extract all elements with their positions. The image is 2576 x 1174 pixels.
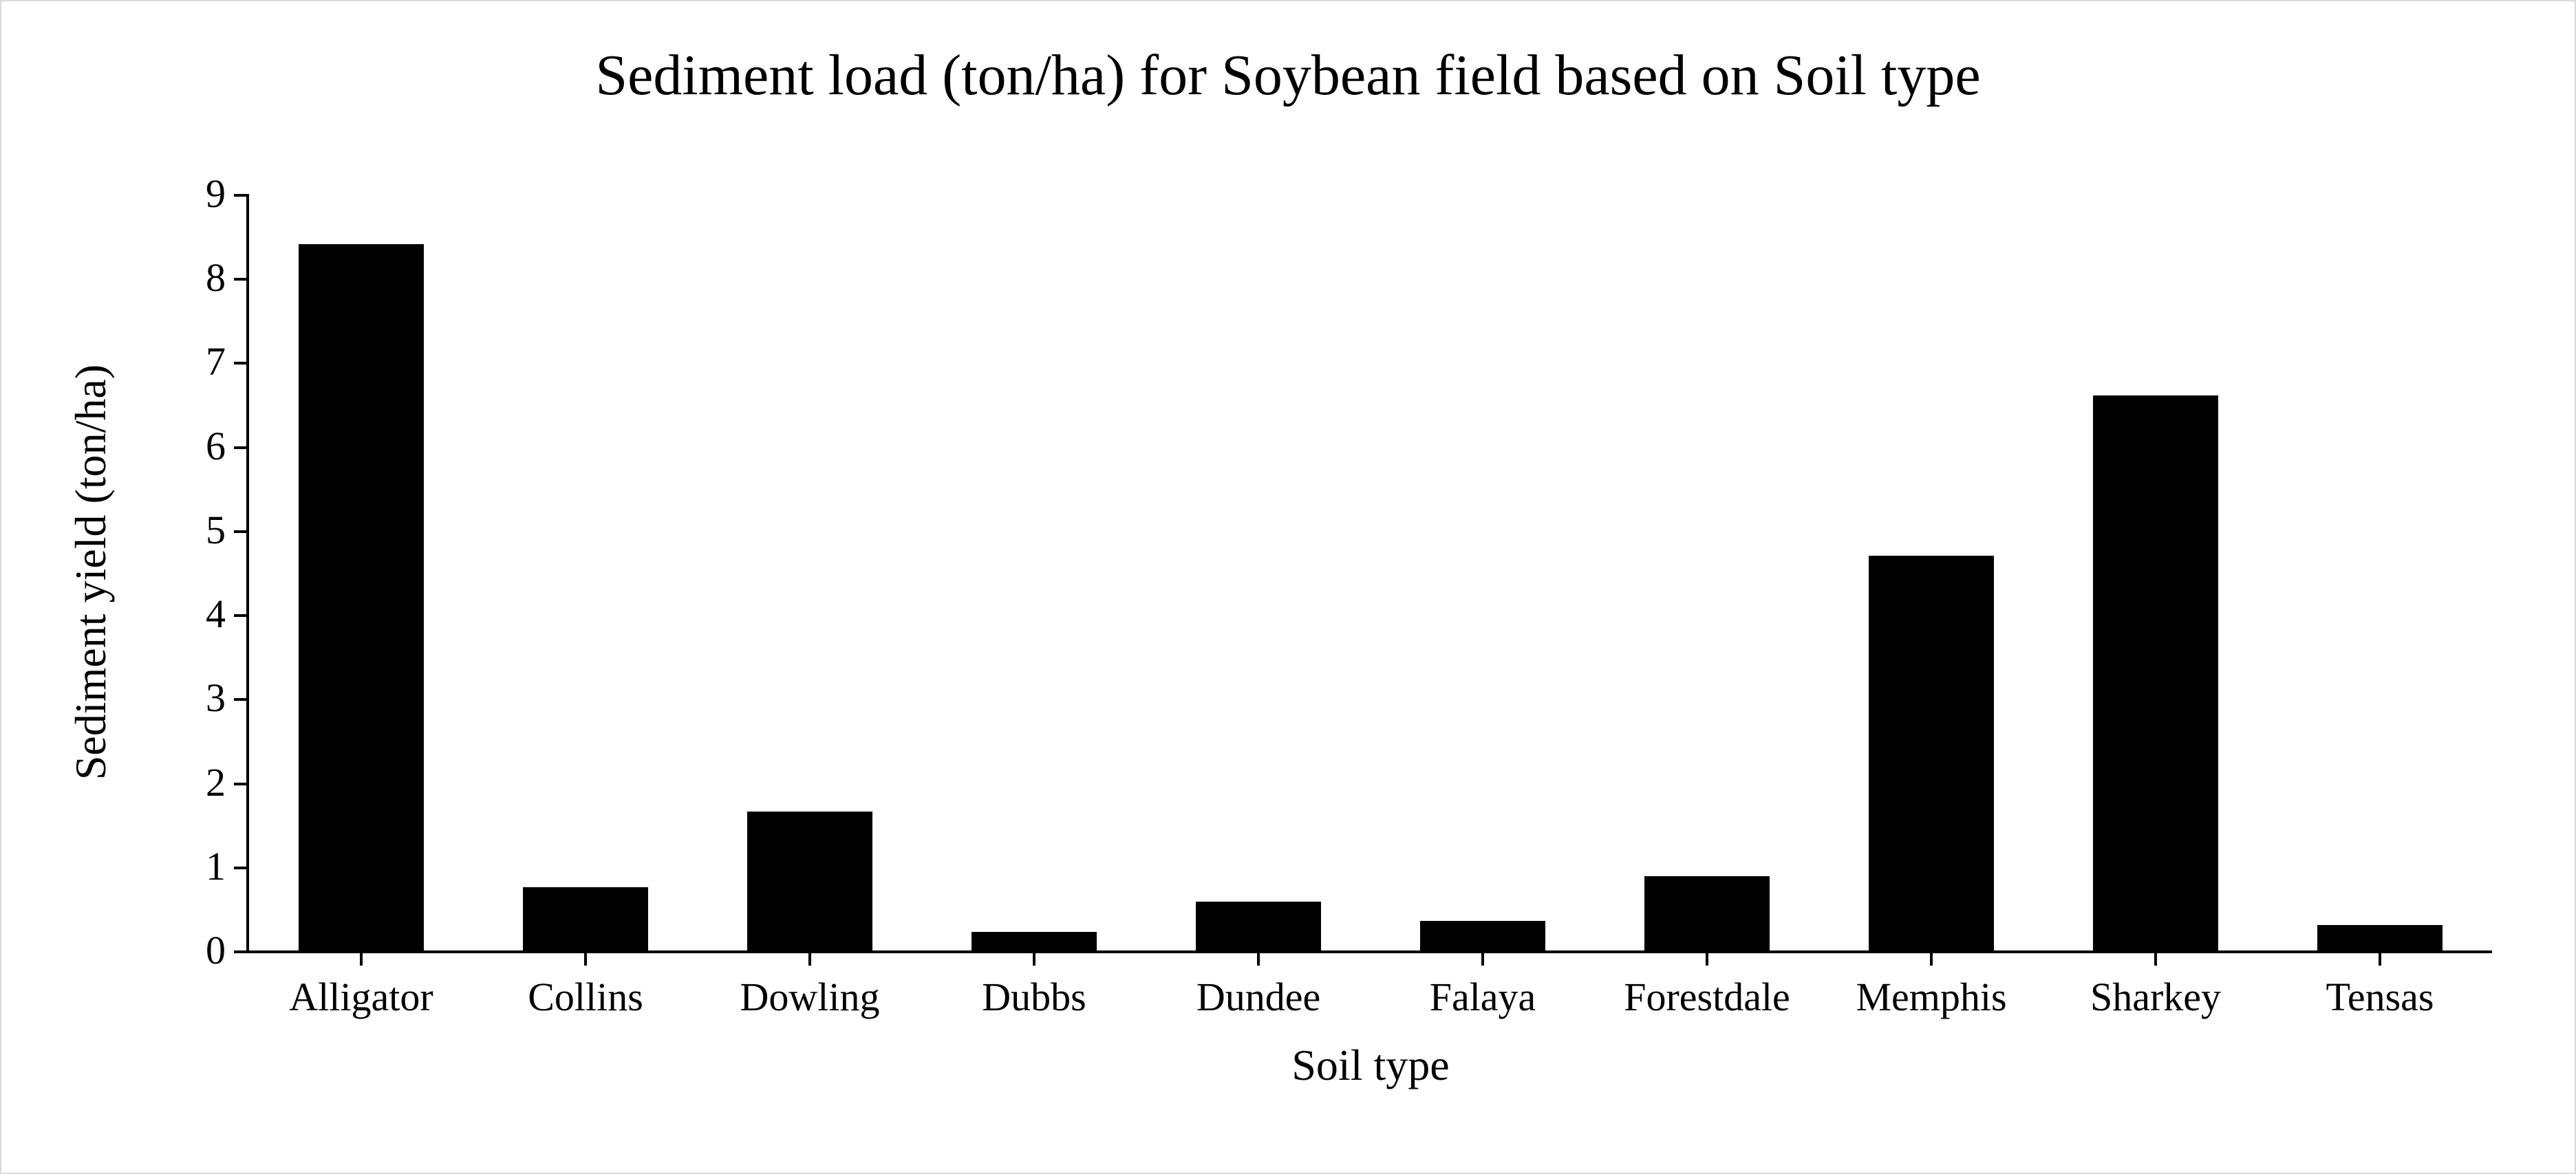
- x-tick-mark: [360, 953, 363, 966]
- y-axis-label-container: Sediment yield (ton/ha): [50, 194, 132, 950]
- x-tick-mark: [1706, 953, 1708, 966]
- x-tick-label: Falaya: [1371, 975, 1595, 1019]
- x-tick-mark: [808, 953, 811, 966]
- x-tick-label: Memphis: [1819, 975, 2043, 1019]
- y-tick-label: 0: [143, 931, 226, 970]
- y-tick-label: 2: [143, 763, 226, 803]
- y-tick-mark: [234, 194, 246, 197]
- bar: [2093, 395, 2219, 950]
- y-axis-line: [246, 194, 249, 953]
- x-tick-mark: [2154, 953, 2157, 966]
- y-tick-mark: [234, 530, 246, 533]
- y-tick-mark: [234, 446, 246, 449]
- x-tick-label: Dubbs: [922, 975, 1146, 1019]
- y-tick-label: 3: [143, 678, 226, 718]
- x-tick-label: Sharkey: [2043, 975, 2268, 1019]
- x-tick-label: Dowling: [698, 975, 922, 1019]
- y-tick-label: 5: [143, 510, 226, 550]
- bar: [299, 244, 425, 950]
- y-tick-mark: [234, 614, 246, 617]
- bar: [2317, 925, 2443, 950]
- bar: [1644, 876, 1770, 950]
- x-tick-mark: [584, 953, 587, 966]
- bar: [523, 887, 649, 950]
- y-tick-label: 9: [143, 174, 226, 214]
- x-tick-label: Alligator: [249, 975, 473, 1019]
- bar: [747, 812, 873, 950]
- chart-title: Sediment load (ton/ha) for Soybean field…: [34, 43, 2542, 109]
- y-tick-label: 7: [143, 342, 226, 382]
- x-axis-label: Soil type: [249, 1040, 2492, 1091]
- x-tick-mark: [2379, 953, 2381, 966]
- x-tick-label: Tensas: [2268, 975, 2492, 1019]
- x-tick-label: Forestdale: [1595, 975, 1819, 1019]
- y-tick-mark: [234, 278, 246, 281]
- y-tick-label: 6: [143, 426, 226, 466]
- bar: [1196, 902, 1322, 950]
- y-tick-mark: [234, 698, 246, 701]
- x-tick-label: Collins: [473, 975, 698, 1019]
- x-tick-mark: [1257, 953, 1260, 966]
- y-tick-mark: [234, 783, 246, 785]
- x-tick-mark: [1930, 953, 1933, 966]
- y-tick-label: 8: [143, 258, 226, 298]
- y-tick-label: 4: [143, 594, 226, 634]
- y-tick-mark: [234, 950, 246, 953]
- y-tick-label: 1: [143, 847, 226, 887]
- bar: [1420, 921, 1546, 950]
- bar: [1869, 556, 1995, 950]
- x-tick-mark: [1033, 953, 1035, 966]
- x-tick-label: Dundee: [1146, 975, 1371, 1019]
- y-axis-label: Sediment yield (ton/ha): [65, 365, 116, 780]
- y-tick-mark: [234, 867, 246, 869]
- x-tick-mark: [1481, 953, 1484, 966]
- chart-container: Sediment load (ton/ha) for Soybean field…: [0, 0, 2576, 1174]
- bar: [972, 932, 1097, 950]
- y-tick-mark: [234, 362, 246, 365]
- plot-area: 0123456789AlligatorCollinsDowlingDubbsDu…: [249, 194, 2492, 950]
